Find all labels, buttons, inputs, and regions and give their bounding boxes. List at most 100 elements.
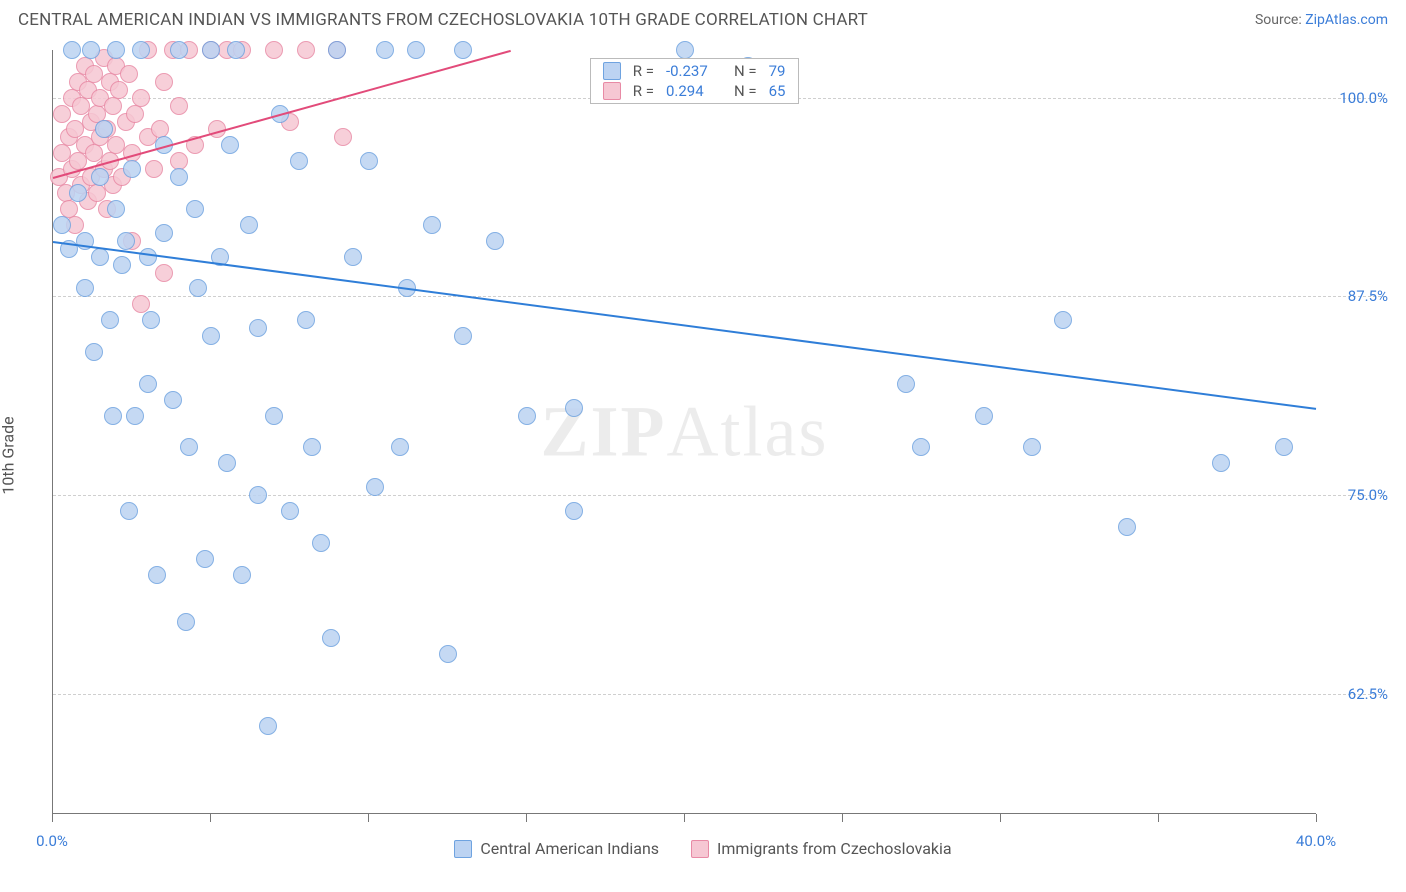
scatter-point bbox=[186, 200, 204, 218]
scatter-point bbox=[177, 613, 195, 631]
scatter-point bbox=[82, 41, 100, 59]
y-axis-label: 10th Grade bbox=[0, 416, 18, 494]
r-value: 0.294 bbox=[666, 82, 722, 100]
scatter-point bbox=[155, 224, 173, 242]
x-tick bbox=[368, 814, 369, 822]
gridline-h bbox=[53, 296, 1386, 297]
chart-title: CENTRAL AMERICAN INDIAN VS IMMIGRANTS FR… bbox=[18, 10, 868, 30]
scatter-point bbox=[170, 41, 188, 59]
scatter-point bbox=[303, 438, 321, 456]
scatter-point bbox=[227, 41, 245, 59]
scatter-point bbox=[391, 438, 409, 456]
scatter-point bbox=[565, 502, 583, 520]
scatter-point bbox=[366, 478, 384, 496]
scatter-point bbox=[170, 168, 188, 186]
scatter-point bbox=[104, 97, 122, 115]
scatter-point bbox=[126, 105, 144, 123]
scatter-point bbox=[107, 41, 125, 59]
x-tick bbox=[1316, 814, 1317, 822]
scatter-point bbox=[975, 407, 993, 425]
scatter-point bbox=[104, 407, 122, 425]
scatter-point bbox=[912, 438, 930, 456]
scatter-point bbox=[249, 486, 267, 504]
legend-item: Central American Indians bbox=[454, 839, 659, 858]
scatter-point bbox=[328, 41, 346, 59]
scatter-point bbox=[180, 438, 198, 456]
legend-bottom: Central American IndiansImmigrants from … bbox=[0, 839, 1406, 858]
scatter-point bbox=[1118, 518, 1136, 536]
scatter-point bbox=[1275, 438, 1293, 456]
scatter-point bbox=[132, 89, 150, 107]
scatter-point bbox=[63, 41, 81, 59]
source-prefix: Source: bbox=[1255, 12, 1305, 28]
scatter-point bbox=[91, 168, 109, 186]
scatter-point bbox=[1023, 438, 1041, 456]
n-label: N = bbox=[734, 82, 757, 100]
scatter-point bbox=[565, 399, 583, 417]
gridline-h bbox=[53, 694, 1386, 695]
n-label: N = bbox=[734, 62, 757, 80]
chart-header: CENTRAL AMERICAN INDIAN VS IMMIGRANTS FR… bbox=[0, 0, 1406, 38]
scatter-point bbox=[407, 41, 425, 59]
plot-inner: ZIPAtlas 62.5%75.0%87.5%100.0%R =-0.237N… bbox=[52, 50, 1316, 814]
x-ticks bbox=[52, 814, 1316, 822]
scatter-point bbox=[120, 65, 138, 83]
source-attribution: Source: ZipAtlas.com bbox=[1255, 12, 1388, 28]
scatter-point bbox=[196, 550, 214, 568]
x-tick bbox=[842, 814, 843, 822]
scatter-point bbox=[281, 502, 299, 520]
n-value: 79 bbox=[769, 62, 786, 80]
scatter-point bbox=[91, 248, 109, 266]
watermark: ZIPAtlas bbox=[540, 390, 828, 473]
scatter-point bbox=[120, 502, 138, 520]
y-tick-label: 100.0% bbox=[1339, 89, 1388, 107]
scatter-point bbox=[107, 200, 125, 218]
scatter-point bbox=[297, 41, 315, 59]
scatter-point bbox=[53, 216, 71, 234]
stats-swatch bbox=[603, 82, 621, 100]
scatter-point bbox=[334, 128, 352, 146]
scatter-point bbox=[1212, 454, 1230, 472]
legend-swatch bbox=[454, 840, 472, 858]
stats-swatch bbox=[603, 62, 621, 80]
x-tick bbox=[684, 814, 685, 822]
scatter-point bbox=[170, 97, 188, 115]
trend-line bbox=[53, 241, 1316, 410]
scatter-point bbox=[454, 41, 472, 59]
scatter-point bbox=[676, 41, 694, 59]
x-tick bbox=[1000, 814, 1001, 822]
n-value: 65 bbox=[769, 82, 786, 100]
plot-area: ZIPAtlas 62.5%75.0%87.5%100.0%R =-0.237N… bbox=[52, 50, 1316, 814]
scatter-point bbox=[142, 311, 160, 329]
x-tick bbox=[52, 814, 53, 822]
x-tick bbox=[210, 814, 211, 822]
scatter-point bbox=[202, 327, 220, 345]
scatter-point bbox=[110, 81, 128, 99]
y-tick-label: 87.5% bbox=[1348, 287, 1388, 305]
scatter-point bbox=[148, 566, 166, 584]
legend-swatch bbox=[691, 840, 709, 858]
y-tick-label: 75.0% bbox=[1348, 486, 1388, 504]
scatter-point bbox=[69, 184, 87, 202]
scatter-point bbox=[155, 73, 173, 91]
scatter-point bbox=[139, 248, 157, 266]
scatter-point bbox=[518, 407, 536, 425]
scatter-point bbox=[1054, 311, 1072, 329]
scatter-point bbox=[312, 534, 330, 552]
scatter-point bbox=[95, 120, 113, 138]
scatter-point bbox=[265, 41, 283, 59]
scatter-point bbox=[322, 629, 340, 647]
x-tick bbox=[1158, 814, 1159, 822]
scatter-point bbox=[218, 454, 236, 472]
scatter-point bbox=[76, 279, 94, 297]
watermark-zip: ZIP bbox=[540, 391, 666, 471]
x-tick bbox=[526, 814, 527, 822]
r-label: R = bbox=[633, 62, 654, 80]
scatter-point bbox=[265, 407, 283, 425]
scatter-point bbox=[164, 391, 182, 409]
correlation-stats-box: R =-0.237N =79R =0.294N =65 bbox=[590, 58, 799, 104]
stats-row: R = 0.294 N = 65 bbox=[591, 81, 798, 101]
source-link[interactable]: ZipAtlas.com bbox=[1305, 12, 1388, 28]
r-label: R = bbox=[633, 82, 654, 100]
legend-label: Central American Indians bbox=[480, 839, 659, 858]
